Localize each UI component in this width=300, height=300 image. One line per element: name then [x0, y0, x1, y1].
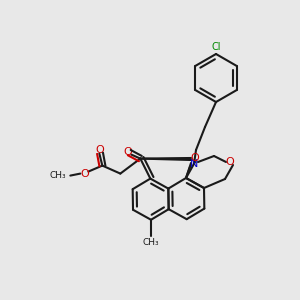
Text: O: O [123, 147, 132, 157]
Text: O: O [190, 153, 200, 163]
Text: O: O [80, 169, 89, 178]
Text: O: O [95, 145, 104, 154]
Text: Cl: Cl [211, 42, 221, 52]
Text: N: N [190, 159, 198, 169]
Text: CH₃: CH₃ [143, 238, 159, 247]
Text: O: O [226, 157, 234, 167]
Text: CH₃: CH₃ [50, 171, 66, 180]
